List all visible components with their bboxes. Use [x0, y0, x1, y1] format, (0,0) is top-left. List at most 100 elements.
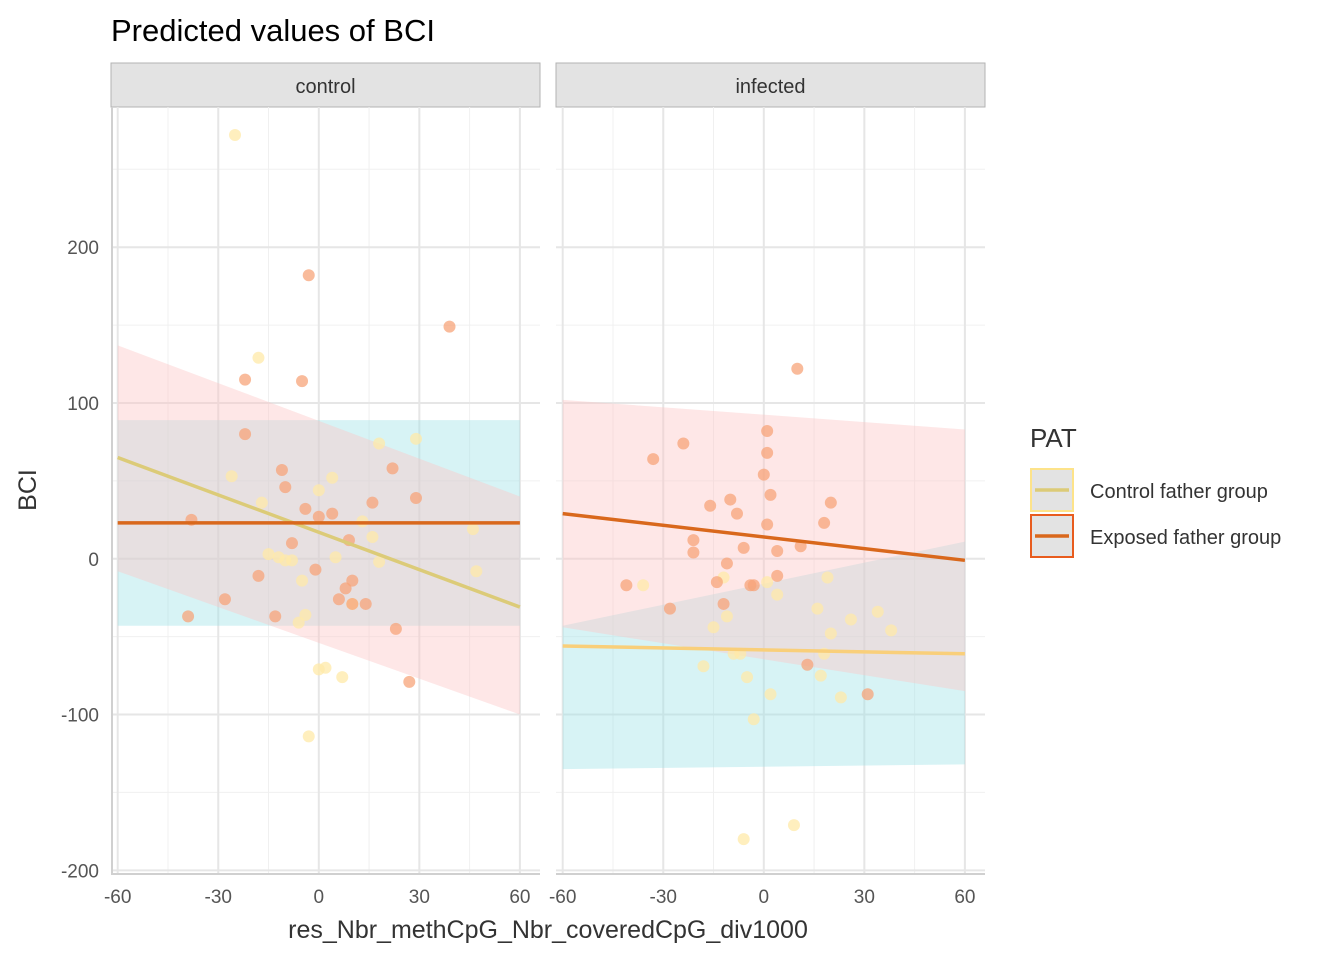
legend: PAT Control father group Exposed father g…: [1030, 423, 1281, 558]
data-point-exposed: [346, 574, 359, 587]
facet-strip: [555, 62, 986, 108]
data-point-exposed: [366, 496, 379, 509]
data-point-control: [326, 471, 339, 484]
x-tick-label: -60: [549, 887, 576, 908]
data-point-control: [697, 660, 710, 673]
data-point-control: [814, 669, 827, 682]
data-point-control: [885, 624, 898, 637]
data-point-control: [302, 730, 315, 743]
data-point-exposed: [339, 582, 352, 595]
data-point-control: [366, 530, 379, 543]
data-point-exposed: [285, 537, 298, 550]
data-point-exposed: [747, 579, 760, 592]
data-point-exposed: [677, 437, 690, 450]
data-point-control: [811, 602, 824, 615]
data-point-exposed: [818, 516, 831, 529]
data-point-control: [470, 565, 483, 578]
data-point-exposed: [620, 579, 633, 592]
y-axis-title: BCI: [14, 469, 42, 511]
data-point-control: [292, 616, 305, 629]
y-tick-label: 0: [88, 550, 99, 571]
data-point-exposed: [389, 622, 402, 635]
data-point-control: [871, 605, 884, 618]
data-point-exposed: [326, 507, 339, 520]
data-point-exposed: [687, 546, 700, 559]
data-point-exposed: [239, 373, 252, 386]
data-point-control: [229, 129, 242, 142]
data-point-control: [252, 351, 265, 364]
data-point-exposed: [409, 492, 422, 505]
data-point-control: [764, 688, 777, 701]
data-point-control: [720, 610, 733, 623]
data-point-exposed: [710, 576, 723, 589]
x-tick-label: -30: [205, 887, 232, 908]
legend-entry: Control father group: [1030, 468, 1268, 512]
data-point-control: [336, 671, 349, 684]
data-point-exposed: [239, 428, 252, 441]
data-point-exposed: [182, 610, 195, 623]
data-point-exposed: [332, 593, 345, 606]
data-point-control: [373, 437, 386, 450]
data-point-control: [272, 551, 285, 564]
data-point-control: [225, 470, 238, 483]
data-point-exposed: [269, 610, 282, 623]
data-point-exposed: [386, 462, 399, 475]
data-point-exposed: [252, 569, 265, 582]
x-tick-label: 0: [314, 887, 325, 908]
data-point-control: [747, 713, 760, 726]
data-point-exposed: [724, 493, 737, 506]
data-point-control: [761, 576, 774, 589]
data-point-exposed: [771, 569, 784, 582]
data-point-control: [296, 574, 309, 587]
data-point-exposed: [771, 544, 784, 557]
data-point-exposed: [346, 597, 359, 610]
x-tick-label: 30: [409, 887, 430, 908]
data-point-exposed: [720, 557, 733, 570]
legend-label: Control father group: [1090, 481, 1268, 503]
data-point-exposed: [296, 375, 309, 388]
chart-title: Predicted values of BCI: [111, 13, 435, 48]
data-point-control: [637, 579, 650, 592]
panel-infected: infected -60 -30 0 30 60: [549, 62, 986, 908]
data-point-control: [262, 548, 275, 561]
data-point-exposed: [663, 602, 676, 615]
data-point-exposed: [761, 518, 774, 531]
data-point-exposed: [218, 593, 231, 606]
x-tick-label: -60: [104, 887, 131, 908]
ci-ribbon-control: [562, 541, 965, 770]
data-point-exposed: [824, 496, 837, 509]
x-tick-label: 60: [509, 887, 530, 908]
x-tick-label: 0: [759, 887, 770, 908]
data-point-exposed: [861, 688, 874, 701]
x-tick-label: 60: [954, 887, 975, 908]
x-tick-label: -30: [650, 887, 677, 908]
data-point-exposed: [312, 510, 325, 523]
ci-ribbon-exposed: [117, 345, 520, 715]
panel-control: control -60 -30 0 30 60: [104, 62, 541, 908]
data-point-control: [821, 571, 834, 584]
data-point-exposed: [359, 597, 372, 610]
facet-strip: [110, 62, 541, 108]
ci-ribbon-exposed: [562, 399, 965, 692]
fit-line-control: [117, 455, 521, 609]
facet-strip-label: infected: [735, 76, 805, 98]
data-point-control: [771, 588, 784, 601]
data-point-exposed: [279, 481, 292, 494]
data-point-exposed: [704, 499, 717, 512]
y-tick-label: 200: [67, 238, 99, 259]
data-point-exposed: [761, 446, 774, 459]
data-point-exposed: [764, 488, 777, 501]
data-point-exposed: [275, 463, 288, 476]
data-point-exposed: [687, 534, 700, 547]
legend-label: Exposed father group: [1090, 527, 1281, 549]
data-point-exposed: [730, 507, 743, 520]
y-tick-label: 100: [67, 394, 99, 415]
legend-entry: Exposed father group: [1030, 514, 1281, 558]
data-point-exposed: [737, 541, 750, 554]
data-point-control: [312, 484, 325, 497]
data-point-exposed: [443, 320, 456, 333]
data-point-exposed: [801, 658, 814, 671]
data-point-control: [466, 523, 479, 536]
